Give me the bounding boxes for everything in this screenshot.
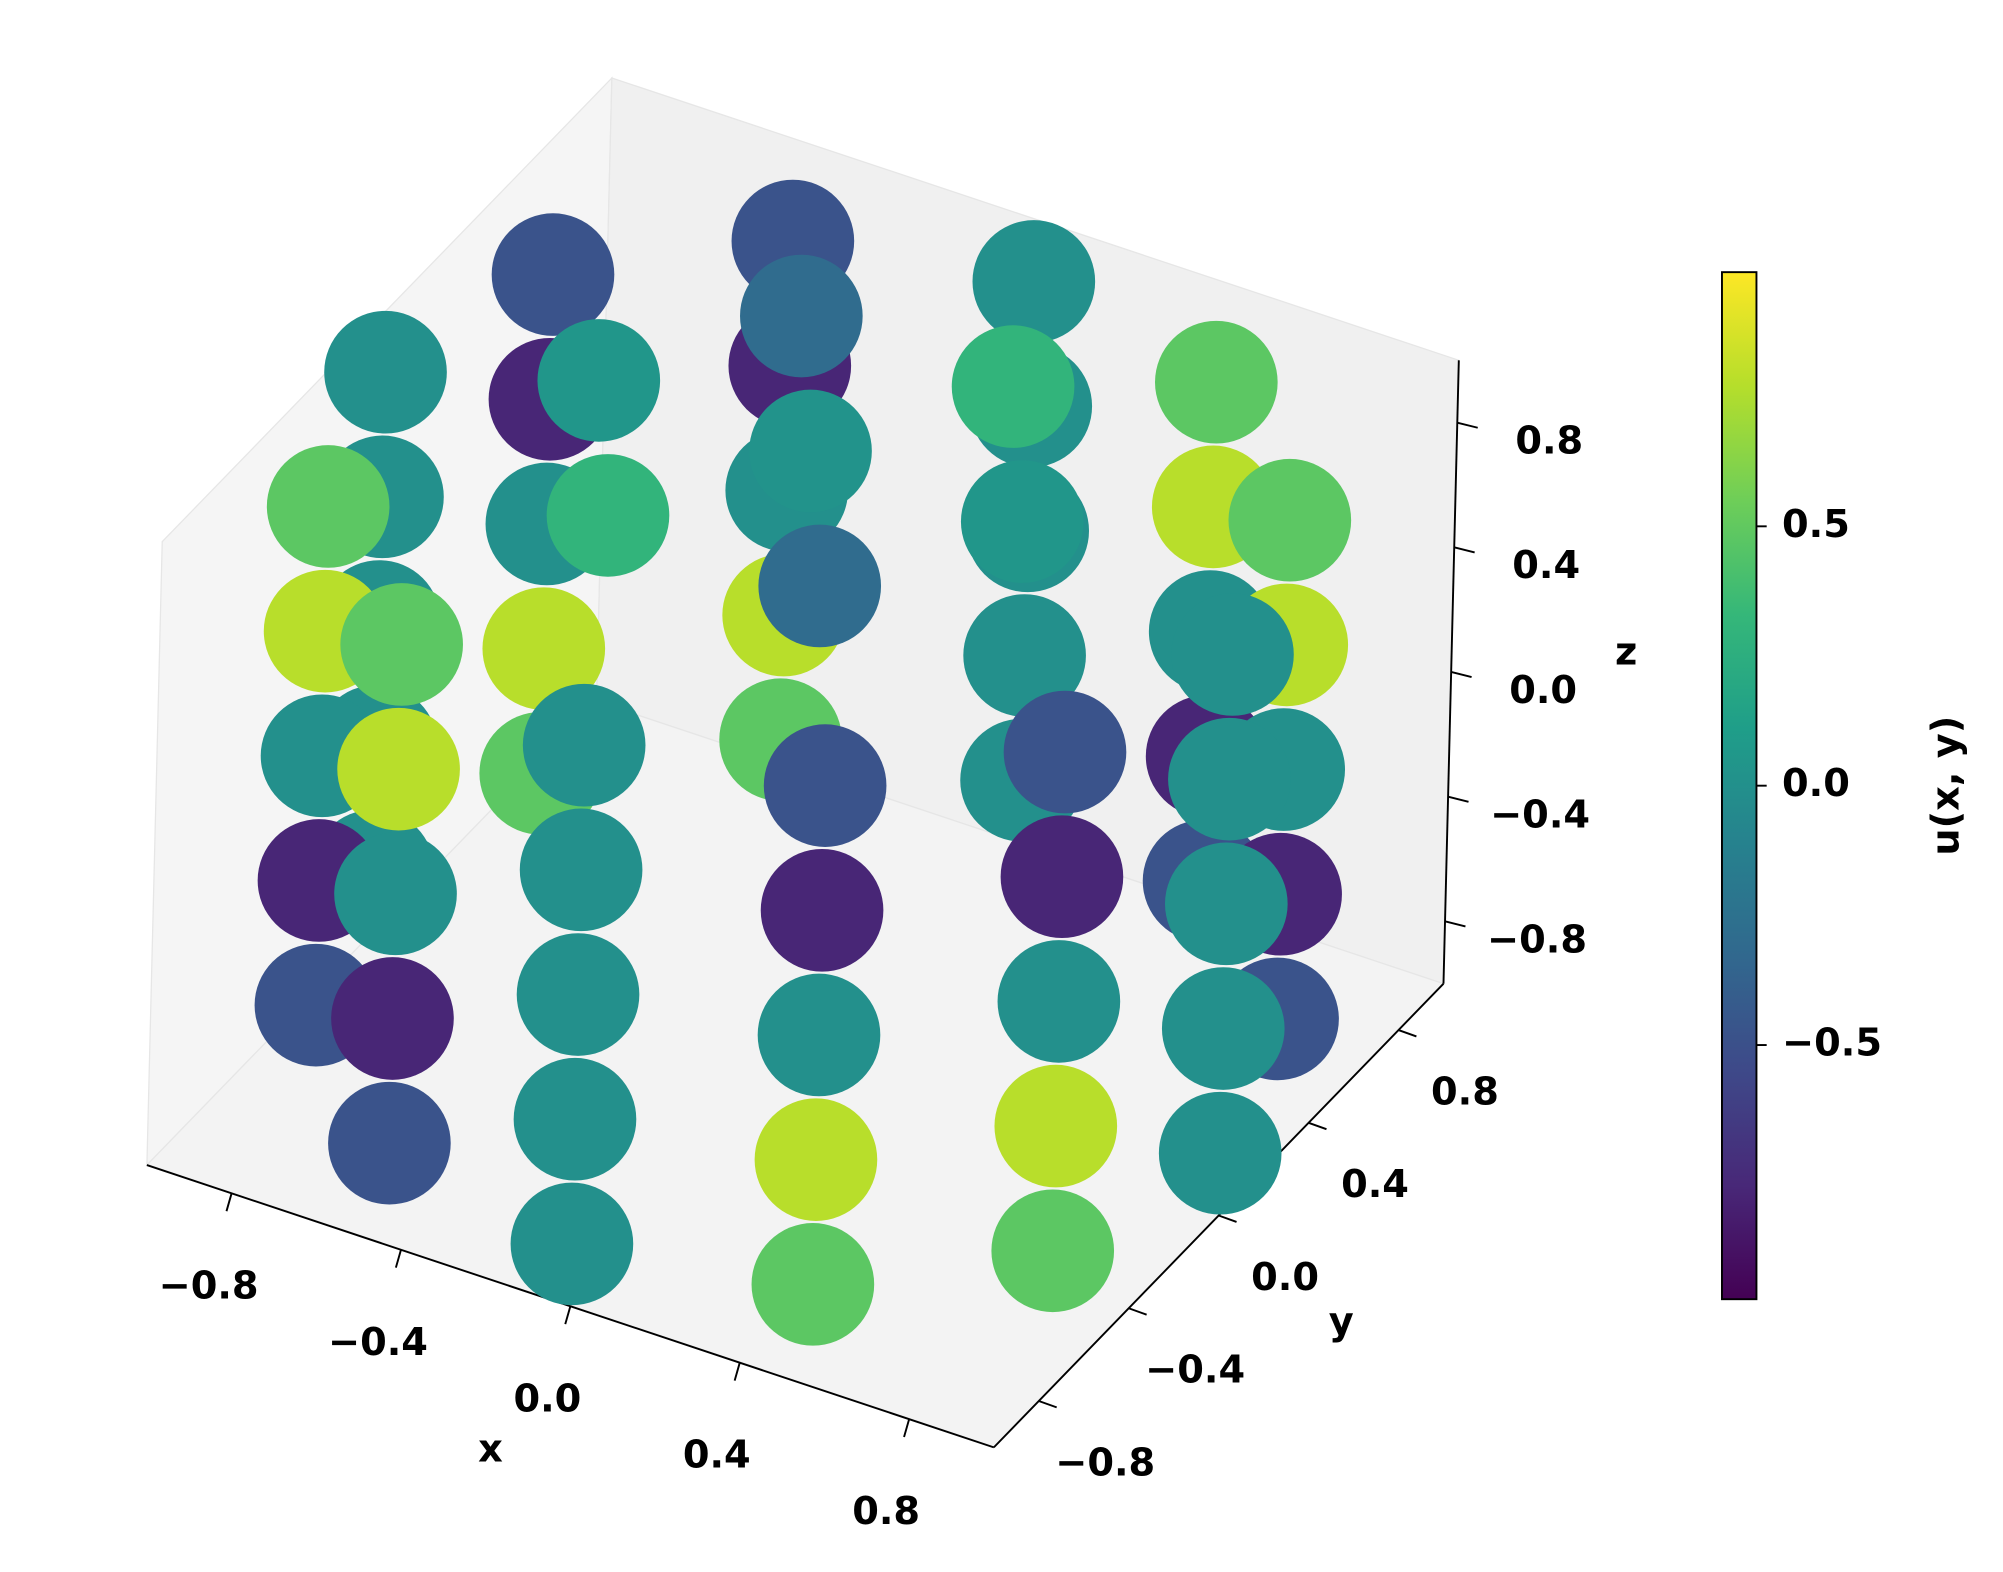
point	[1158, 1091, 1282, 1215]
x-tick	[733, 1362, 741, 1381]
point	[491, 213, 615, 336]
y-tick	[1398, 1029, 1417, 1038]
x-tick	[564, 1305, 572, 1325]
y-tick	[1128, 1307, 1147, 1316]
y-tick-label: −0.8	[1055, 1440, 1155, 1485]
x-tick-label: −0.4	[328, 1320, 428, 1365]
z-tick	[1453, 546, 1475, 554]
y-tick-label: 0.4	[1341, 1162, 1409, 1207]
point	[994, 1064, 1118, 1188]
point	[760, 848, 884, 972]
point	[522, 683, 646, 807]
z-tick	[1447, 795, 1469, 803]
x-tick	[225, 1193, 233, 1212]
point	[1000, 815, 1124, 939]
x-tick-label: 0.8	[852, 1489, 920, 1534]
y-tick	[1218, 1214, 1237, 1223]
y-tick	[1038, 1400, 1058, 1409]
point	[763, 724, 887, 847]
z-tick	[1444, 920, 1466, 928]
point	[1003, 690, 1127, 814]
y-tick	[1308, 1121, 1327, 1131]
z-tick-label: 0.4	[1512, 543, 1580, 588]
point	[740, 254, 863, 378]
point	[513, 1057, 637, 1181]
z-axis-label: z	[1615, 630, 1637, 675]
point	[758, 524, 882, 648]
point	[1161, 967, 1285, 1090]
point	[334, 832, 457, 956]
point	[266, 445, 390, 568]
point	[963, 594, 1086, 717]
y-tick-label: −0.4	[1145, 1348, 1245, 1393]
point	[754, 1098, 878, 1221]
z-tick-label: 0.0	[1509, 668, 1577, 713]
point	[337, 707, 460, 831]
point	[1168, 717, 1291, 841]
point	[991, 1189, 1115, 1313]
point	[331, 957, 454, 1080]
x-tick-label: 0.0	[513, 1376, 581, 1421]
point	[340, 583, 463, 706]
point	[972, 220, 1096, 343]
y-tick-label: 0.8	[1431, 1069, 1499, 1114]
z-tick-label: 0.8	[1515, 419, 1583, 464]
x-tick-label: 0.4	[683, 1433, 751, 1478]
y-axis-label: y	[1329, 1299, 1354, 1344]
point	[997, 940, 1121, 1063]
colorbar-label: u(x, y)	[1924, 716, 1969, 856]
point	[537, 319, 661, 442]
z-tick-label: −0.8	[1487, 917, 1587, 962]
point	[546, 454, 670, 577]
colorbar-tick-label: 0.5	[1782, 502, 1850, 547]
point	[960, 460, 1084, 583]
z-tick	[1457, 421, 1478, 429]
colorbar-tick-label: −0.5	[1782, 1021, 1882, 1066]
x-tick	[903, 1418, 911, 1438]
point	[951, 325, 1075, 448]
point	[328, 1081, 451, 1205]
point	[519, 808, 643, 932]
z-tick-label: −0.4	[1490, 793, 1590, 838]
point	[510, 1182, 634, 1306]
x-tick-label: −0.8	[159, 1263, 259, 1308]
y-tick-label: 0.0	[1251, 1255, 1319, 1300]
point	[749, 389, 872, 513]
point	[1155, 320, 1278, 444]
point	[482, 587, 606, 710]
point	[757, 973, 881, 1097]
x-tick	[394, 1249, 402, 1268]
colorbar	[1721, 271, 1758, 1301]
z-tick	[1450, 671, 1472, 679]
point	[516, 933, 640, 1056]
x-axis-label: x	[478, 1427, 503, 1472]
point	[1165, 842, 1288, 966]
point	[1171, 593, 1294, 716]
point	[751, 1223, 875, 1346]
colorbar-tick-label: 0.0	[1782, 761, 1850, 806]
point	[1228, 458, 1352, 582]
point	[324, 310, 447, 434]
